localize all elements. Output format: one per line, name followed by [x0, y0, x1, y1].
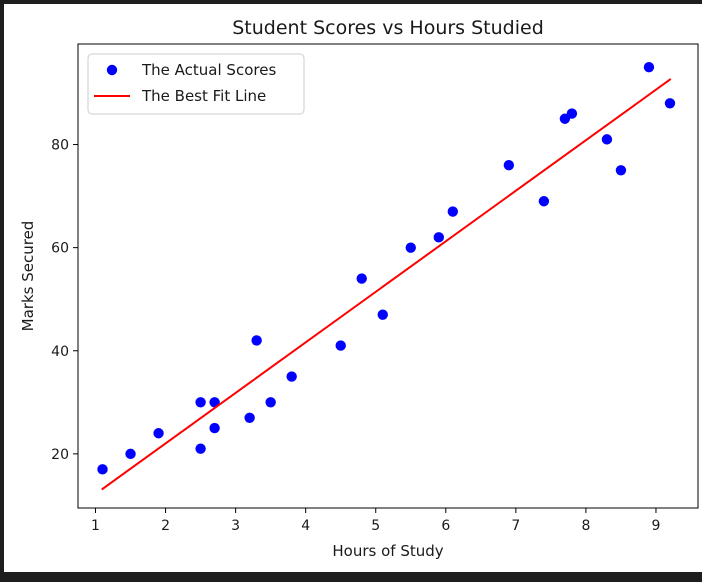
data-point-25 — [664, 98, 676, 109]
chart-svg: Student Scores vs Hours Studied 1 2 3 4 5 6 7 8… — [19, 17, 699, 560]
axes-frame — [77, 43, 699, 509]
data-point-17 — [447, 206, 459, 217]
data-point-14 — [377, 309, 388, 320]
data-point-10 — [265, 397, 276, 408]
x-tick-label-1: 1 — [91, 518, 100, 534]
data-point-19 — [538, 196, 550, 207]
x-axis-label: Hours of Study — [332, 542, 443, 560]
data-point-24 — [643, 62, 655, 73]
legend: The Actual Scores The Best Fit Line — [87, 53, 305, 115]
data-point-7 — [209, 397, 220, 408]
best-fit-line — [101, 78, 672, 491]
y-tick-label-20: 20 — [51, 447, 69, 463]
data-point-21 — [566, 108, 578, 119]
legend-marker-actual-scores — [106, 64, 118, 76]
data-point-8 — [244, 412, 255, 423]
y-axis: 20 40 60 80 — [51, 138, 78, 463]
plot-area — [97, 62, 676, 491]
legend-label-best-fit-line: The Best Fit Line — [141, 87, 266, 105]
x-tick-label-6: 6 — [441, 518, 450, 534]
x-tick-label-2: 2 — [161, 518, 170, 534]
data-point-13 — [356, 273, 367, 284]
y-axis-label: Marks Secured — [19, 221, 37, 332]
data-point-1 — [97, 464, 108, 475]
x-tick-label-4: 4 — [301, 518, 310, 534]
chart-title: Student Scores vs Hours Studied — [232, 17, 544, 39]
data-point-2 — [125, 448, 136, 460]
data-point-12 — [335, 340, 346, 351]
y-tick-label-60: 60 — [51, 241, 69, 257]
x-tick-label-8: 8 — [581, 518, 590, 534]
legend-label-actual-scores: The Actual Scores — [141, 61, 276, 79]
x-tick-label-3: 3 — [231, 518, 240, 534]
data-point-16 — [433, 232, 444, 243]
y-tick-label-80: 80 — [51, 138, 69, 154]
data-point-15 — [405, 242, 416, 253]
x-axis: 1 2 3 4 5 6 7 8 9 — [91, 508, 660, 534]
data-point-11 — [286, 371, 297, 382]
y-tick-label-40: 40 — [51, 344, 69, 360]
x-tick-label-9: 9 — [652, 518, 661, 534]
data-point-6 — [209, 422, 220, 434]
data-point-5 — [195, 397, 206, 408]
x-tick-label-5: 5 — [371, 518, 380, 534]
chart-figure: Student Scores vs Hours Studied 1 2 3 4 5 6 7 8… — [4, 4, 702, 572]
data-point-18 — [503, 159, 515, 171]
data-point-4 — [195, 443, 206, 454]
data-point-23 — [615, 165, 627, 176]
data-point-9 — [251, 335, 262, 346]
x-tick-label-7: 7 — [511, 518, 520, 534]
data-point-3 — [153, 428, 164, 439]
legend-box — [87, 53, 305, 115]
data-point-22 — [601, 134, 613, 145]
